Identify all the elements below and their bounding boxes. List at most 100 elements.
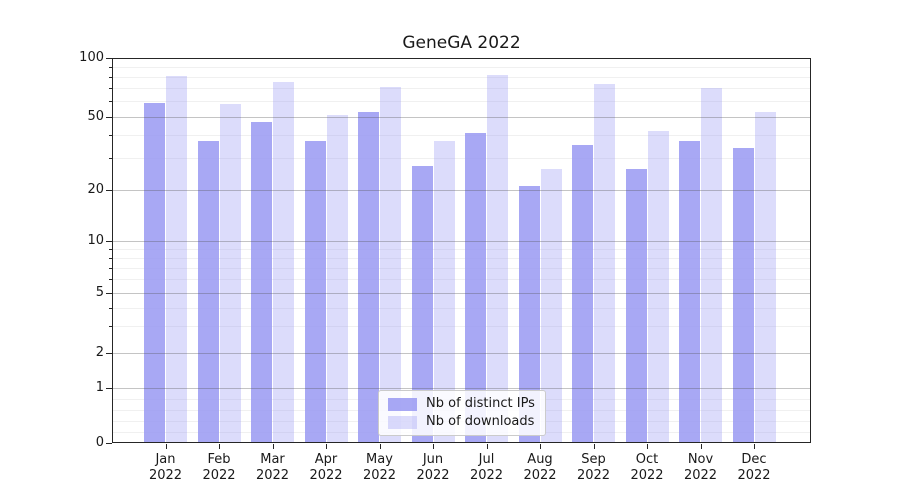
bar-dec-downloads (754, 112, 776, 442)
gridline-minor-8 (113, 257, 810, 259)
gridline-minor-90 (113, 66, 810, 68)
gridline-minor-80 (113, 76, 810, 78)
x-tick-apr (326, 444, 327, 449)
x-label-year: 2022 (416, 468, 450, 483)
bar-dec-distinct-ips (732, 147, 754, 442)
y-tick-20 (106, 190, 112, 191)
x-label-year: 2022 (737, 468, 771, 483)
x-tick-aug (540, 444, 541, 449)
bar-oct-distinct-ips (625, 169, 647, 442)
x-label-month: Nov (687, 452, 714, 467)
y-minortick-30 (109, 157, 112, 159)
bar-feb-downloads (219, 104, 241, 442)
y-tick-1 (106, 388, 112, 389)
x-tick-label-jun: Jun 2022 (406, 452, 460, 484)
grid-major-layer (113, 59, 810, 442)
x-tick-label-may: May 2022 (353, 452, 407, 484)
gridline-minor-60 (113, 101, 810, 103)
y-tick-label-20: 20 (87, 182, 104, 197)
x-label-month: Aug (527, 452, 553, 467)
plot-area: Nb of distinct IPs Nb of downloads (112, 58, 811, 443)
gridline-minor-9 (113, 248, 810, 250)
gridline-20 (113, 190, 810, 191)
x-tick-sep (593, 444, 595, 449)
bar-jan-downloads (166, 75, 187, 442)
y-tick-50 (106, 117, 112, 118)
x-tick-label-apr: Apr 2022 (299, 452, 353, 484)
x-label-month: May (366, 452, 393, 467)
y-tick-label-50: 50 (87, 109, 104, 124)
x-label-year: 2022 (255, 468, 290, 483)
y-tick-100 (106, 58, 112, 59)
x-tick-jan (165, 444, 167, 449)
gridline-minor-30 (113, 157, 810, 159)
x-tick-label-feb: Feb 2022 (192, 452, 246, 484)
bar-jun-distinct-ips (411, 166, 433, 442)
x-tick-label-sep: Sep 2022 (567, 452, 621, 484)
y-tick-label-100: 100 (79, 50, 104, 65)
bar-mar-distinct-ips (251, 121, 272, 442)
y-tick-label-5: 5 (95, 285, 104, 300)
y-tick-5 (106, 293, 112, 294)
gridline-2 (113, 353, 810, 354)
chart-title: GeneGA 2022 (402, 33, 521, 53)
y-minortick-3 (109, 326, 112, 328)
x-label-year: 2022 (576, 468, 611, 483)
y-minortick-80 (109, 76, 112, 78)
y-minortick-90 (109, 66, 112, 68)
y-tick-0 (106, 443, 112, 444)
legend-label-distinct-ips: Nb of distinct IPs (426, 396, 535, 411)
legend-item-downloads: Nb of downloads (388, 413, 536, 431)
bar-sep-downloads (594, 83, 615, 442)
y-tick-label-2: 2 (95, 345, 104, 360)
x-tick-dec (754, 444, 755, 449)
x-tick-label-jan: Jan 2022 (139, 452, 193, 484)
x-label-year: 2022 (630, 468, 664, 483)
bar-apr-downloads (326, 115, 348, 442)
bar-jun-downloads (433, 140, 455, 442)
x-label-month: Jul (478, 452, 495, 467)
legend-swatch-downloads (388, 415, 417, 429)
x-label-year: 2022 (683, 468, 718, 483)
y-minortick-4 (109, 307, 112, 309)
gridline-minor-4 (113, 307, 810, 309)
bar-aug-distinct-ips (518, 186, 540, 442)
x-tick-label-jul: Jul 2022 (460, 452, 514, 484)
gridline-minor-3 (113, 326, 810, 328)
legend-label-downloads: Nb of downloads (426, 414, 535, 429)
bar-nov-distinct-ips (679, 140, 700, 442)
legend-swatch-distinct-ips (388, 397, 417, 411)
gridline-10 (113, 241, 810, 242)
bar-sep-distinct-ips (572, 145, 593, 442)
x-label-year: 2022 (148, 468, 183, 483)
x-tick-jul (486, 444, 488, 449)
x-label-month: Dec (741, 452, 767, 467)
x-label-year: 2022 (469, 468, 504, 483)
x-label-year: 2022 (309, 468, 343, 483)
legend: Nb of distinct IPs Nb of downloads (378, 390, 546, 436)
x-tick-oct (647, 444, 648, 449)
bar-nov-downloads (701, 88, 722, 442)
bar-apr-distinct-ips (304, 140, 326, 442)
y-minortick-9 (109, 248, 112, 250)
y-minortick-7 (109, 267, 112, 269)
y-tick-label-10: 10 (87, 233, 104, 248)
y-minortick-6 (109, 279, 112, 281)
gridline-50 (113, 117, 810, 118)
x-tick-may (379, 444, 381, 449)
gridline-5 (113, 293, 810, 294)
x-label-month: Oct (635, 452, 659, 467)
x-label-month: Jun (422, 452, 444, 467)
x-tick-mar (272, 444, 274, 449)
x-label-month: Apr (314, 452, 338, 467)
bar-may-downloads (380, 87, 401, 442)
x-label-month: Sep (581, 452, 606, 467)
x-tick-jun (433, 444, 434, 449)
x-label-year: 2022 (523, 468, 557, 483)
bar-mar-downloads (273, 82, 294, 442)
bar-jul-downloads (487, 74, 508, 442)
y-tick-label-1: 1 (95, 380, 104, 395)
legend-item-distinct-ips: Nb of distinct IPs (388, 395, 536, 413)
x-label-month: Feb (207, 452, 231, 467)
gridline-minor-40 (113, 134, 810, 136)
